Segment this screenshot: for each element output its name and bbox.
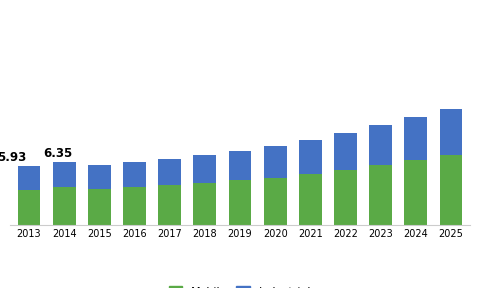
Bar bbox=[53, 187, 75, 225]
Bar bbox=[334, 133, 357, 170]
Bar bbox=[123, 162, 146, 187]
Bar bbox=[299, 140, 322, 174]
Bar bbox=[228, 181, 252, 225]
Bar bbox=[17, 190, 40, 225]
Bar bbox=[88, 189, 111, 225]
Bar bbox=[369, 165, 392, 225]
Bar bbox=[405, 160, 427, 225]
Bar bbox=[264, 146, 287, 178]
Bar bbox=[369, 125, 392, 165]
Bar bbox=[405, 117, 427, 160]
Text: 6.35: 6.35 bbox=[43, 147, 72, 160]
Bar bbox=[299, 174, 322, 225]
Bar bbox=[440, 109, 463, 156]
Bar bbox=[193, 155, 216, 183]
Bar bbox=[53, 162, 75, 187]
Bar bbox=[158, 159, 181, 185]
Bar bbox=[264, 178, 287, 225]
Bar bbox=[228, 151, 252, 181]
Bar bbox=[123, 187, 146, 225]
Legend: Mobile, Industrial: Mobile, Industrial bbox=[164, 282, 316, 288]
Bar bbox=[88, 165, 111, 189]
Text: 5.93: 5.93 bbox=[0, 151, 27, 164]
Bar bbox=[193, 183, 216, 225]
Bar bbox=[17, 166, 40, 190]
Bar bbox=[158, 185, 181, 225]
Bar bbox=[334, 170, 357, 225]
Bar bbox=[440, 156, 463, 225]
